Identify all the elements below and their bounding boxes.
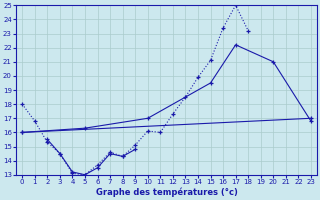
X-axis label: Graphe des températures (°c): Graphe des températures (°c)	[96, 188, 237, 197]
